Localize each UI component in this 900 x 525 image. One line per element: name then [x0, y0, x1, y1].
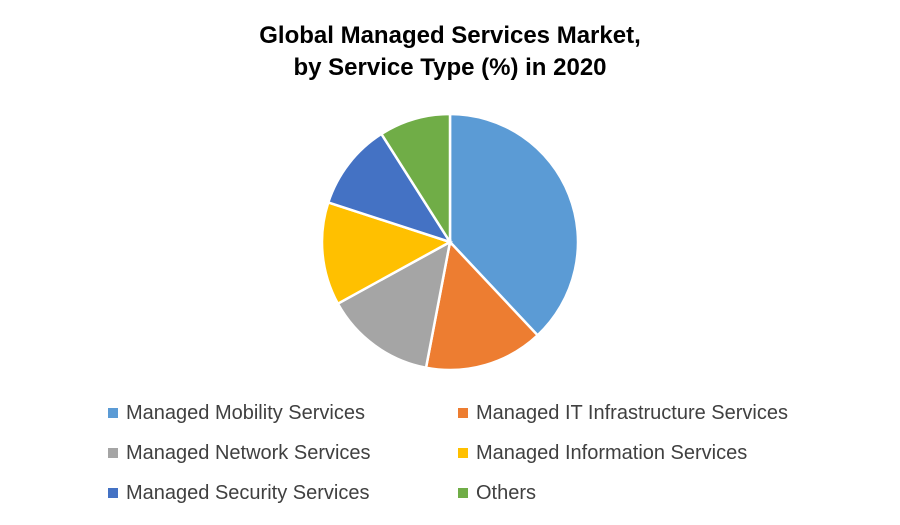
legend-item: Managed Mobility Services — [108, 402, 458, 424]
legend-label: Managed Information Services — [476, 441, 748, 464]
legend-swatch — [108, 408, 118, 418]
legend-swatch — [458, 448, 468, 458]
legend-swatch — [108, 488, 118, 498]
legend-item: Others — [458, 482, 828, 504]
legend-swatch — [458, 488, 468, 498]
legend-label: Managed Security Services — [126, 481, 370, 504]
legend-label: Managed IT Infrastructure Services — [476, 401, 788, 424]
legend-label: Managed Network Services — [126, 441, 371, 464]
legend-item: Managed IT Infrastructure Services — [458, 402, 828, 424]
pie-slice-1 — [424, 239, 540, 372]
legend-swatch — [458, 408, 468, 418]
pie-slice-3 — [320, 200, 454, 306]
legend-item: Managed Security Services — [108, 482, 458, 504]
pie-slice-0 — [448, 112, 580, 338]
legend: Managed Mobility Services Managed IT Infr… — [108, 402, 828, 504]
legend-label: Others — [476, 481, 537, 504]
pie-slice-5 — [379, 112, 452, 247]
legend-label: Managed Mobility Services — [126, 401, 365, 424]
legend-item: Managed Information Services — [458, 442, 828, 464]
legend-item: Managed Network Services — [108, 442, 458, 464]
pie-slice-4 — [326, 132, 453, 245]
title-line-2: by Service Type (%) in 2020 — [293, 54, 607, 81]
title-line-1: Global Managed Services Market, — [259, 22, 641, 49]
pie-slice-2 — [336, 239, 452, 370]
legend-swatch — [108, 448, 118, 458]
chart-title: Global Managed Services Market, by Servi… — [0, 20, 900, 84]
